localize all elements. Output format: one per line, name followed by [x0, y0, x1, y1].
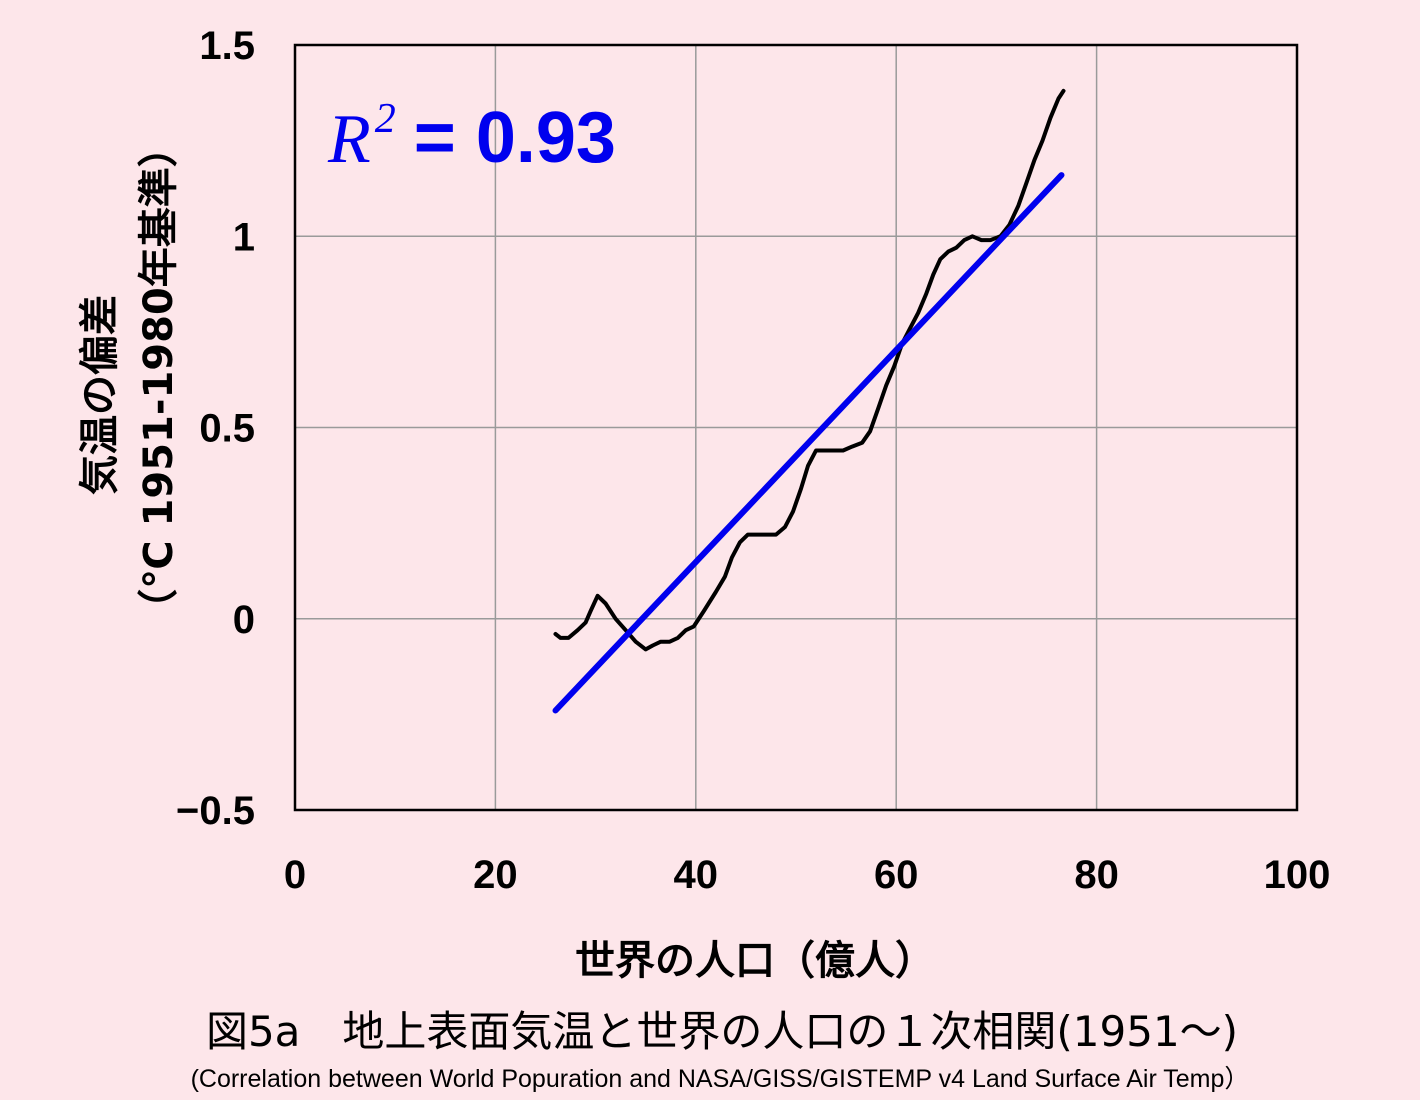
plot-area — [293, 43, 1299, 812]
r2-label: R — [327, 101, 371, 178]
figure-subcaption: (Correlation between World Popuration an… — [191, 1065, 1250, 1093]
grid-lines — [295, 45, 1297, 810]
x-tick-label: 80 — [1074, 853, 1119, 897]
r2-value: = 0.93 — [414, 98, 616, 178]
y-tick-label: 1.5 — [199, 24, 255, 68]
figure-caption: 図5a 地上表面気温と世界の人口の１次相関(1951～) — [206, 1007, 1238, 1056]
x-tick-label: 20 — [473, 853, 518, 897]
y-tick-labels: −0.5 0 0.5 1 1.5 — [176, 24, 255, 833]
r2-annotation: R2 = 0.93 — [327, 96, 616, 178]
y-tick-label: −0.5 — [176, 789, 255, 833]
fit-line — [552, 172, 1065, 714]
data-line — [553, 88, 1066, 652]
y-axis-unit: （℃ 1951-1980年基準） — [136, 127, 182, 629]
r2-superscript: 2 — [375, 96, 396, 142]
x-tick-label: 0 — [284, 853, 306, 897]
y-tick-label: 1 — [233, 215, 255, 259]
x-axis-title: 世界の人口（億人） — [575, 938, 935, 984]
y-tick-label: 0.5 — [199, 407, 255, 451]
y-tick-label: 0 — [233, 598, 255, 642]
x-tick-label: 100 — [1264, 853, 1331, 897]
y-axis-title: 気温の偏差 — [77, 295, 123, 495]
x-tick-label: 40 — [674, 853, 719, 897]
x-tick-labels: 0 20 40 60 80 100 — [284, 853, 1331, 897]
series-layer — [552, 88, 1066, 714]
x-tick-label: 60 — [874, 853, 919, 897]
